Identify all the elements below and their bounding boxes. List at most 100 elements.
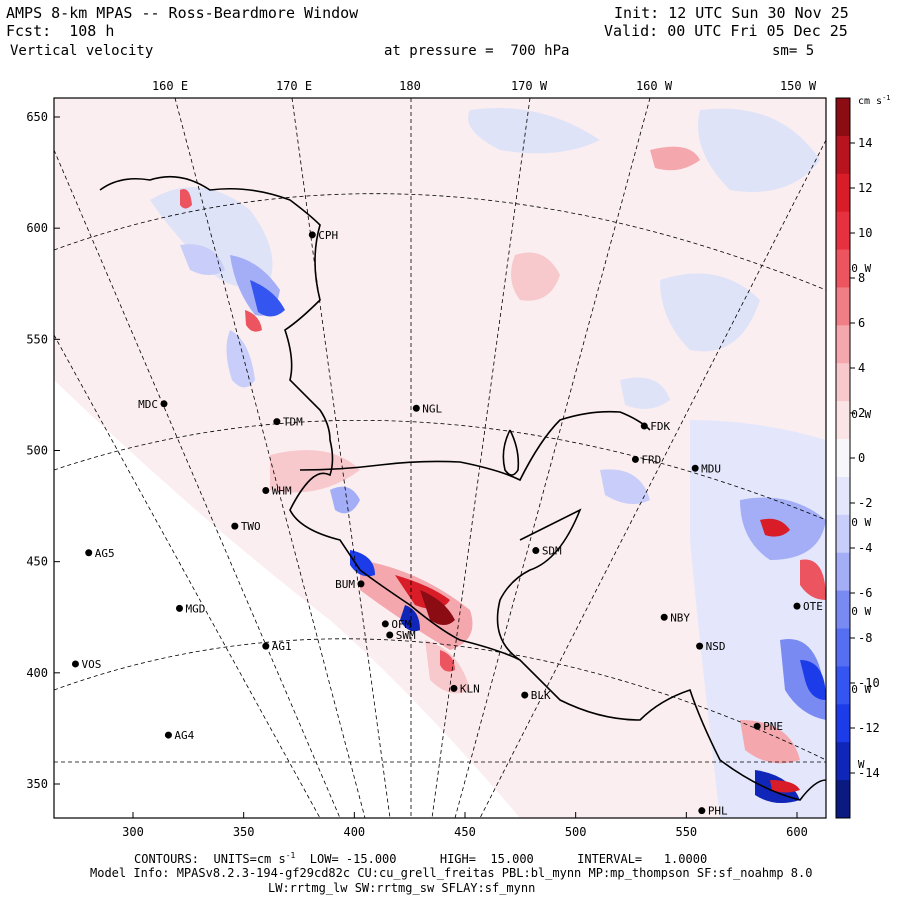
colorbar-swatch [836,401,850,440]
station-label-tdm: TDM [283,416,303,429]
station-marker-nby [660,613,668,621]
colorbar-label: -8 [858,631,872,645]
init-time: Init: 12 UTC Sun 30 Nov 25 [614,4,849,22]
top-lon-label-2: 180 [399,79,421,93]
x-tick-label: 400 [343,825,365,839]
colorbar-swatch [836,780,850,819]
station-marker-ag4 [164,731,172,739]
colorbar-swatch [836,439,850,478]
colorbar-label: 0 [858,451,865,465]
station-label-frd: FRD [641,453,661,466]
y-tick-label: 600 [26,221,48,235]
station-marker-vos [71,660,79,668]
station-marker-kln [450,684,458,692]
colorbar-swatch [836,514,850,554]
station-marker-swm [386,631,394,639]
station-label-phl: PHL [708,805,728,818]
station-label-vos: VOS [81,658,101,671]
colorbar-label: -4 [858,541,872,555]
colorbar-label: -6 [858,586,872,600]
station-marker-ag5 [85,549,93,557]
station-marker-bum [357,580,365,588]
colorbar-label: -12 [858,721,880,735]
station-label-nby: NBY [670,611,690,624]
pressure-level: at pressure = 700 hPa [384,43,570,59]
axis-ticks [54,116,798,818]
station-label-ngl: NGL [422,402,442,415]
station-marker-whm [262,487,270,495]
top-lon-label-4: 160 W [636,79,673,93]
y-tick-label: 450 [26,555,48,569]
station-marker-ag1 [262,642,270,650]
y-tick-label: 400 [26,666,48,680]
station-marker-nsd [696,642,704,650]
stations: CPH MDC TDM NGL FDK FRD MDU WHM TWO AG5 SDM MGD BUM N… [71,229,823,818]
plot-frame [53,97,827,819]
station-label-pne: PNE [763,720,783,733]
colorbar-swatch [836,666,850,705]
station-label-two: TWO [241,520,261,533]
station-marker-tdm [273,418,281,426]
station-marker-mdu [691,464,699,472]
top-lon-labels: 160 E 170 E 180 170 W 160 W 150 W [152,79,817,93]
colorbar-swatch [836,363,850,402]
colorbar-swatch [836,211,850,251]
colorbar-label: 6 [858,316,865,330]
station-label-blk: BLK [531,689,551,702]
colorbar-label: 8 [858,271,865,285]
colorbar-swatch [836,135,850,175]
station-marker-phl [698,807,706,815]
colorbar-swatch [836,476,850,516]
top-lon-label-3: 170 W [511,79,548,93]
colorbar-label: 4 [858,361,865,375]
station-marker-ofm [381,620,389,628]
station-marker-ngl [412,404,420,412]
station-marker-pne [753,722,761,730]
y-tick-label: 550 [26,332,48,346]
colorbar-label: 10 [858,226,872,240]
colorbar-label: -14 [858,766,880,780]
coastline [99,175,826,801]
colorbar-label: 14 [858,136,872,150]
colorbar-swatch [836,742,850,781]
colorbar-swatch [836,287,850,326]
station-marker-two [231,522,239,530]
station-label-mdc: MDC [138,398,158,411]
graticule [54,98,826,818]
colorbar-swatch [836,704,850,743]
x-tick-label: 350 [233,825,255,839]
model-info: Model Info: MPASv8.2.3-194-gf29cd82c CU:… [90,866,813,880]
station-label-whm: WHM [272,485,292,498]
station-label-sdm: SDM [542,545,562,558]
station-label-ote: OTE [803,600,823,613]
model-info-2: LW:rrtmg_lw SW:rrtmg_sw SFLAY:sf_mynn [268,881,536,895]
station-label-mgd: MGD [185,602,205,615]
variable-name: Vertical velocity [10,43,154,59]
x-tick-label: 550 [675,825,697,839]
station-label-ag4: AG4 [174,729,194,742]
colorbar-swatch [836,628,850,667]
colorbar-swatch [836,249,850,288]
shaded-field [54,98,826,818]
colorbar-swatch [836,552,850,592]
station-marker-fdk [640,422,648,430]
station-marker-mdc [160,400,168,408]
station-label-kln: KLN [460,682,480,695]
x-tick-label: 450 [454,825,476,839]
contour-info: CONTOURS: UNITS=cm s-1 LOW= -15.000 HIGH… [134,851,708,866]
smoothing: sm= 5 [772,43,815,59]
station-marker-mgd [175,604,183,612]
station-label-mdu: MDU [701,462,721,475]
station-marker-frd [631,455,639,463]
colorbar-label: 2 [858,406,865,420]
y-tick-label: 350 [26,777,48,791]
colorbar-swatch [836,590,850,630]
top-lon-label-0: 160 E [152,79,188,93]
x-tick-label: 300 [122,825,144,839]
colorbar-swatch [836,325,850,364]
colorbar [836,98,850,819]
axis-tick-labels: 300 350 400 450 500 550 600 650 600 550 500 450 400 3… [26,110,808,839]
station-label-ag1: AG1 [272,640,292,653]
colorbar-swatch [836,98,850,137]
